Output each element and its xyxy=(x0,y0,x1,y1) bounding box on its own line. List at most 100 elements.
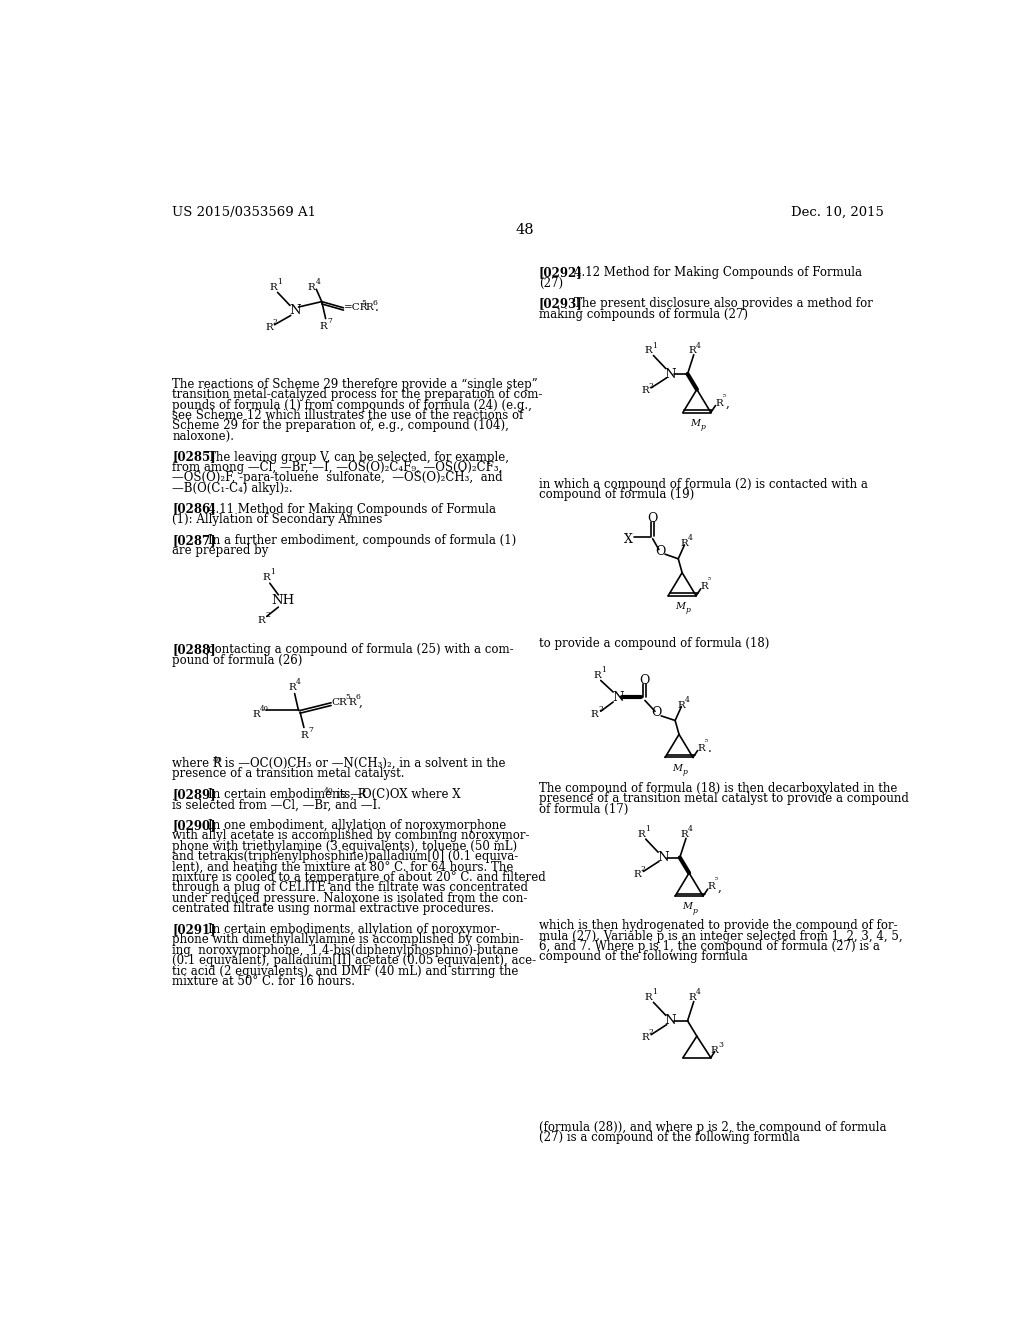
Text: making compounds of formula (27): making compounds of formula (27) xyxy=(539,308,748,321)
Text: CR: CR xyxy=(332,697,347,706)
Text: M: M xyxy=(683,903,692,911)
Text: 1: 1 xyxy=(269,569,274,577)
Text: N: N xyxy=(665,1014,676,1027)
Text: ⁵: ⁵ xyxy=(722,393,725,401)
Text: 2: 2 xyxy=(272,318,278,326)
Text: The present disclosure also provides a method for: The present disclosure also provides a m… xyxy=(574,297,873,310)
Text: in which a compound of formula (2) is contacted with a: in which a compound of formula (2) is co… xyxy=(539,478,867,491)
Text: ⁵: ⁵ xyxy=(705,739,708,747)
Text: is —O(C)OX where X: is —O(C)OX where X xyxy=(334,788,461,801)
Text: In certain embodiments, R: In certain embodiments, R xyxy=(208,788,367,801)
Text: M: M xyxy=(676,602,686,611)
Text: 4: 4 xyxy=(685,696,690,704)
Text: 2: 2 xyxy=(641,865,646,873)
Text: p: p xyxy=(700,424,706,432)
Text: 48: 48 xyxy=(515,223,535,238)
Text: 2: 2 xyxy=(648,381,653,389)
Text: O: O xyxy=(647,512,657,525)
Text: presence of a transition metal catalyst to provide a compound: presence of a transition metal catalyst … xyxy=(539,792,908,805)
Text: —B(O(C₁-C₄) alkyl)₂.: —B(O(C₁-C₄) alkyl)₂. xyxy=(172,482,293,495)
Text: R: R xyxy=(593,672,601,680)
Text: 2: 2 xyxy=(598,705,603,713)
Text: 1: 1 xyxy=(645,825,649,833)
Text: contacting a compound of formula (25) with a com-: contacting a compound of formula (25) wi… xyxy=(208,643,513,656)
Text: N: N xyxy=(289,305,300,317)
Text: R: R xyxy=(633,870,641,879)
Text: of formula (17): of formula (17) xyxy=(539,803,628,816)
Text: N: N xyxy=(612,690,624,704)
Text: 2: 2 xyxy=(265,611,270,619)
Text: =CR: =CR xyxy=(344,304,369,313)
Text: .: . xyxy=(375,301,379,314)
Text: lent), and heating the mixture at 80° C. for 64 hours. The: lent), and heating the mixture at 80° C.… xyxy=(172,861,514,874)
Text: Scheme 29 for the preparation of, e.g., compound (104),: Scheme 29 for the preparation of, e.g., … xyxy=(172,420,509,433)
Text: Dec. 10, 2015: Dec. 10, 2015 xyxy=(791,206,884,219)
Text: R: R xyxy=(637,830,645,840)
Text: R: R xyxy=(257,615,265,624)
Text: N: N xyxy=(657,851,669,865)
Text: R: R xyxy=(678,701,685,710)
Text: [0285]: [0285] xyxy=(172,450,216,463)
Text: R: R xyxy=(645,346,652,355)
Text: R: R xyxy=(688,993,696,1002)
Text: p: p xyxy=(693,907,697,915)
Text: mula (27). Variable p is an integer selected from 1, 2, 3, 4, 5,: mula (27). Variable p is an integer sele… xyxy=(539,929,902,942)
Text: R: R xyxy=(681,830,688,840)
Text: through a plug of CELITE and the filtrate was concentrated: through a plug of CELITE and the filtrat… xyxy=(172,882,528,895)
Text: ,: , xyxy=(726,397,729,409)
Text: R: R xyxy=(269,284,276,292)
Text: (formula (28)), and where p is 2, the compound of formula: (formula (28)), and where p is 2, the co… xyxy=(539,1121,886,1134)
Text: compound of the following formula: compound of the following formula xyxy=(539,950,748,964)
Text: N: N xyxy=(665,367,676,380)
Text: with allyl acetate is accomplished by combining noroxymor-: with allyl acetate is accomplished by co… xyxy=(172,829,529,842)
Text: 6: 6 xyxy=(355,693,360,701)
Text: p: p xyxy=(683,768,688,776)
Text: are prepared by: are prepared by xyxy=(172,544,268,557)
Text: R: R xyxy=(708,882,716,891)
Text: R: R xyxy=(289,682,296,692)
Text: under reduced pressure. Naloxone is isolated from the con-: under reduced pressure. Naloxone is isol… xyxy=(172,892,527,904)
Text: transition metal-catalyzed process for the preparation of com-: transition metal-catalyzed process for t… xyxy=(172,388,543,401)
Text: [0287]: [0287] xyxy=(172,533,216,546)
Text: 5: 5 xyxy=(361,300,367,308)
Text: 2: 2 xyxy=(648,1028,653,1036)
Text: .: . xyxy=(708,742,712,755)
Text: [0286]: [0286] xyxy=(172,503,216,516)
Text: centrated filtrate using normal extractive procedures.: centrated filtrate using normal extracti… xyxy=(172,903,495,915)
Text: R: R xyxy=(348,697,356,706)
Text: O: O xyxy=(655,545,666,557)
Text: R: R xyxy=(591,710,598,719)
Text: R: R xyxy=(645,993,652,1002)
Text: R: R xyxy=(688,346,696,355)
Text: p: p xyxy=(686,606,691,614)
Text: ,: , xyxy=(358,696,362,709)
Text: [0293]: [0293] xyxy=(539,297,583,310)
Text: where R: where R xyxy=(172,756,222,770)
Text: presence of a transition metal catalyst.: presence of a transition metal catalyst. xyxy=(172,767,404,780)
Text: is selected from —Cl, —Br, and —I.: is selected from —Cl, —Br, and —I. xyxy=(172,799,381,812)
Text: M: M xyxy=(690,418,700,428)
Text: [0292]: [0292] xyxy=(539,267,583,280)
Text: 5: 5 xyxy=(345,693,350,701)
Text: compound of formula (19): compound of formula (19) xyxy=(539,488,694,502)
Text: see Scheme 12 which illustrates the use of the reactions of: see Scheme 12 which illustrates the use … xyxy=(172,409,523,422)
Text: 4: 4 xyxy=(688,535,693,543)
Text: The compound of formula (18) is then decarboxylated in the: The compound of formula (18) is then dec… xyxy=(539,781,897,795)
Text: 40: 40 xyxy=(324,787,334,795)
Text: R: R xyxy=(711,1045,719,1055)
Text: R: R xyxy=(641,387,649,396)
Text: ,: , xyxy=(718,880,722,894)
Text: R: R xyxy=(301,731,308,739)
Text: In a further embodiment, compounds of formula (1): In a further embodiment, compounds of fo… xyxy=(208,533,516,546)
Text: —OS(O)₂F, -para-toluene  sulfonate,  —OS(O)₂CH₃,  and: —OS(O)₂F, -para-toluene sulfonate, —OS(O… xyxy=(172,471,503,484)
Text: [0288]: [0288] xyxy=(172,643,216,656)
Text: naloxone).: naloxone). xyxy=(172,430,234,442)
Text: 1: 1 xyxy=(276,279,282,286)
Text: pounds of formula (1) from compounds of formula (24) (e.g.,: pounds of formula (1) from compounds of … xyxy=(172,399,532,412)
Text: [0291]: [0291] xyxy=(172,923,216,936)
Text: O: O xyxy=(651,706,662,719)
Text: 3: 3 xyxy=(719,1040,723,1048)
Text: 6, and 7. Where p is 1, the compound of formula (27) is a: 6, and 7. Where p is 1, the compound of … xyxy=(539,940,880,953)
Text: R: R xyxy=(700,582,709,591)
Text: O: O xyxy=(640,675,650,686)
